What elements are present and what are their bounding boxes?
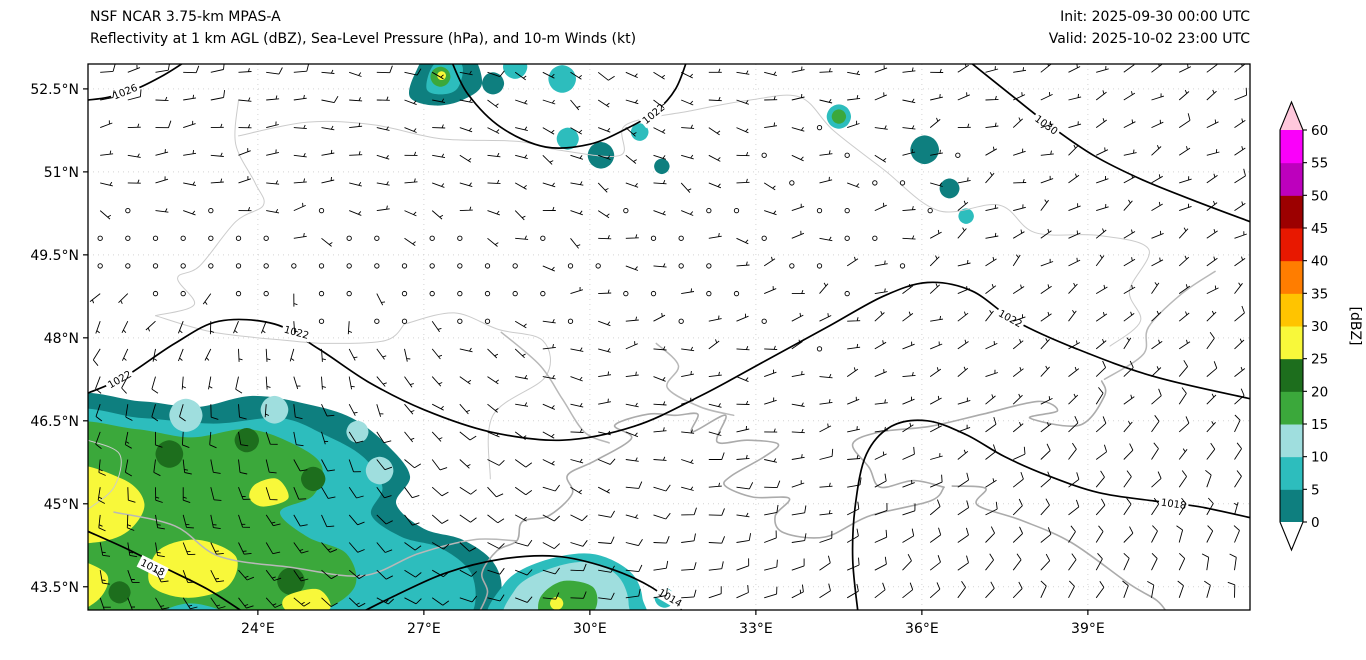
title-block: NSF NCAR 3.75-km MPAS-A Reflectivity at …: [90, 6, 636, 50]
time-block: Init: 2025-09-30 00:00 UTC Valid: 2025-1…: [1049, 6, 1250, 50]
axis-labels: 24°E 27°E 30°E 33°E 36°E 39°E 52.5°N 51°N 49.5°N…: [30, 82, 1104, 637]
init-time: Init: 2025-09-30 00:00 UTC: [1060, 9, 1250, 25]
colorbar-title: [dBZ]: [1347, 306, 1363, 345]
x-tick-label: 30°E: [573, 621, 607, 637]
colorbar-band: [1280, 456, 1303, 490]
colorbar-band: [1280, 260, 1303, 294]
colorbar-tick-label: 50: [1311, 188, 1328, 204]
colorbar-tick-label: 10: [1311, 450, 1328, 466]
pressure-contour-label: 1022: [103, 366, 136, 393]
pressure-contour-label: 1018: [1158, 495, 1190, 513]
colorbar-under-arrow: [1280, 522, 1303, 550]
colorbar-tick-label: 45: [1311, 221, 1328, 237]
colorbar: 0 5 10 15 20 25 30 35 40 45 50 55 60 [dBZ]: [1279, 100, 1363, 552]
colorbar-band: [1280, 489, 1303, 523]
reflectivity-fill-layer: [88, 64, 974, 610]
colorbar-band: [1280, 228, 1303, 262]
valid-time: Valid: 2025-10-02 23:00 UTC: [1048, 31, 1250, 47]
colorbar-tick-label: 5: [1311, 482, 1320, 498]
colorbar-over-arrow: [1280, 102, 1303, 130]
model-title: NSF NCAR 3.75-km MPAS-A: [90, 9, 281, 25]
colorbar-band: [1280, 326, 1303, 360]
colorbar-band: [1280, 391, 1303, 425]
y-tick-label: 51°N: [44, 165, 79, 181]
pressure-contour-label: 1022: [280, 322, 313, 343]
colorbar-tick-label: 30: [1311, 319, 1328, 335]
colorbar-tick-label: 0: [1311, 515, 1320, 531]
svg-text:1026: 1026: [112, 83, 140, 103]
colorbar-band: [1280, 358, 1303, 392]
colorbar-tick-label: 40: [1311, 254, 1328, 270]
colorbar-tick-label: 20: [1311, 384, 1328, 400]
y-tick-label: 48°N: [44, 331, 79, 347]
grid-layer: [88, 64, 1250, 610]
y-tick-label: 43.5°N: [30, 580, 79, 596]
colorbar-tick-label: 25: [1311, 352, 1328, 368]
plot-frame: [87, 63, 1251, 611]
colorbar-band: [1280, 130, 1303, 164]
y-tick-label: 46.5°N: [30, 414, 79, 430]
x-tick-label: 36°E: [905, 621, 939, 637]
colorbar-band: [1280, 424, 1303, 458]
y-tick-label: 49.5°N: [30, 248, 79, 264]
pressure-contour-label: 1030: [1030, 110, 1063, 139]
x-tick-label: 33°E: [739, 621, 773, 637]
y-tick-label: 45°N: [44, 497, 79, 513]
colorbar-band: [1280, 162, 1303, 196]
field-title: Reflectivity at 1 km AGL (dBZ), Sea-Leve…: [90, 31, 637, 47]
colorbar-tick-label: 55: [1311, 156, 1328, 172]
colorbar-tick-label: 35: [1311, 286, 1328, 302]
colorbar-band: [1280, 195, 1303, 229]
svg-text:1018: 1018: [1160, 498, 1187, 512]
colorbar-tick-label: 15: [1311, 417, 1328, 433]
svg-text:1022: 1022: [283, 325, 310, 342]
colorbar-band: [1280, 293, 1303, 327]
y-tick-label: 52.5°N: [30, 82, 79, 98]
wind-barb-layer: [89, 64, 1248, 610]
x-tick-label: 27°E: [407, 621, 441, 637]
x-tick-label: 39°E: [1071, 621, 1105, 637]
x-tick-label: 24°E: [241, 621, 275, 637]
colorbar-tick-label: 60: [1311, 123, 1328, 139]
